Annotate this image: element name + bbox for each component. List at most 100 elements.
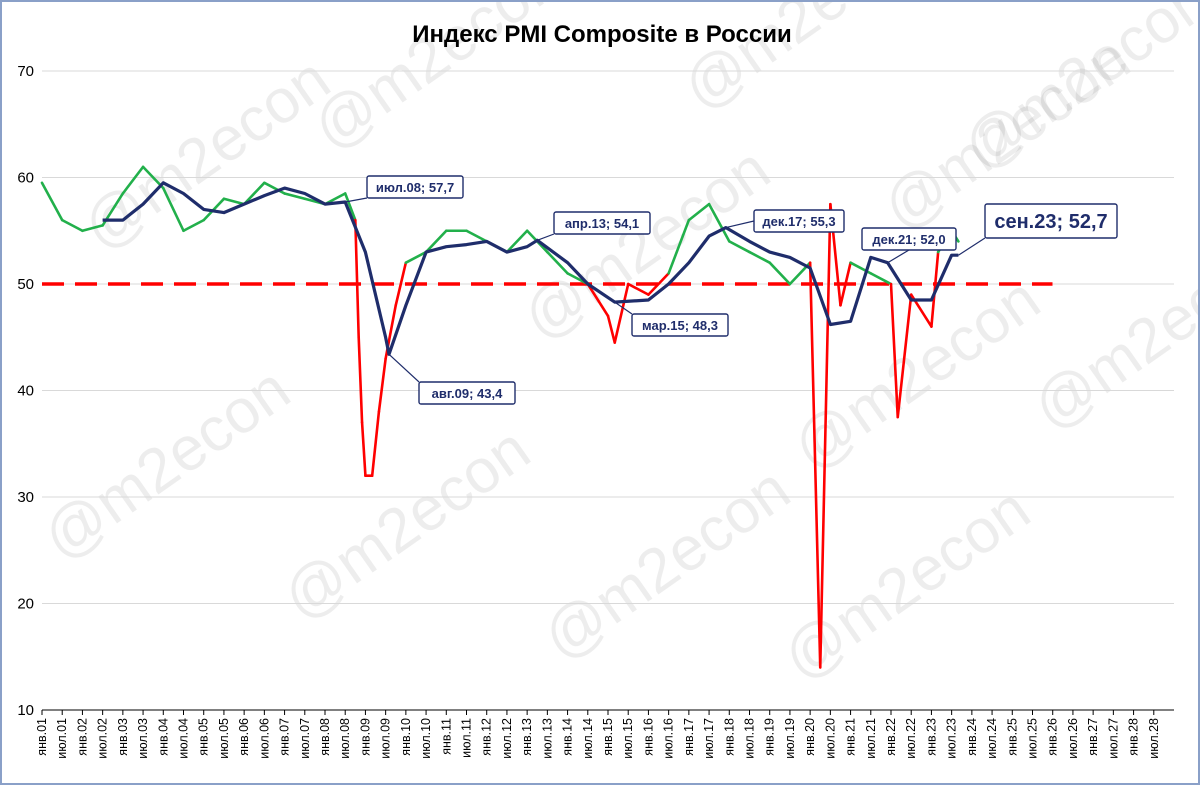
- pmi-monthly-segment: [586, 282, 610, 318]
- pmi-monthly-segment: [687, 202, 711, 222]
- x-tick-label: июл.14: [581, 718, 595, 759]
- pmi-monthly-segment: [808, 261, 822, 669]
- annotation-box: [366, 175, 464, 199]
- x-tick-label: июл.23: [945, 718, 959, 759]
- pmi-monthly-segment: [360, 421, 367, 478]
- pmi-moving-average-line: [102, 181, 959, 356]
- watermark: @m2econ: [770, 474, 1042, 693]
- x-tick-label: июл.02: [96, 718, 110, 759]
- x-tick-label: янв.13: [520, 718, 534, 756]
- pmi-monthly-segment: [283, 192, 307, 201]
- annotation-layer: июл.08; 57,7 авг.09; 43,4 апр.13; 54,1 мар.…: [345, 175, 1118, 405]
- x-tick-label: июл.26: [1066, 718, 1080, 759]
- pmi-monthly-segment: [839, 261, 852, 307]
- x-tick-label: июл.27: [1106, 718, 1120, 759]
- x-tick-label: июл.20: [823, 718, 837, 759]
- x-tick-label: янв.27: [1086, 718, 1100, 756]
- y-tick-label: 10: [17, 702, 34, 719]
- pmi-monthly-segment: [370, 410, 381, 478]
- x-tick-label: июл.12: [500, 718, 514, 759]
- watermark-layer: @m2econ @m2econ@m2econ@m2econ@m2econ@m2ec…: [30, 2, 1198, 693]
- x-tick-label: июл.13: [540, 718, 554, 759]
- x-tick-label: июл.06: [257, 718, 271, 759]
- annotation-label: сен.23; 52,7: [994, 211, 1107, 233]
- pmi-monthly-segment: [896, 293, 913, 419]
- x-tick-label: июл.11: [460, 718, 474, 758]
- annotation-box: [553, 211, 651, 235]
- annotation-label: дек.21; 52,0: [872, 232, 945, 247]
- x-tick-label: июл.17: [702, 718, 716, 759]
- x-tick-label: июл.16: [662, 718, 676, 759]
- pmi-monthly-segment: [818, 202, 832, 669]
- x-tick-label: июл.24: [985, 718, 999, 759]
- x-tick-label: янв.14: [561, 718, 575, 756]
- pmi-monthly-segment: [768, 261, 792, 286]
- grid-lines: [42, 70, 1174, 711]
- x-tick-label: янв.17: [682, 718, 696, 756]
- x-tick-label: июл.18: [743, 718, 757, 759]
- annotation-box: [631, 313, 729, 337]
- y-tick-label: 30: [17, 489, 34, 506]
- y-tick-label: 40: [17, 383, 34, 400]
- pmi-monthly-segment: [465, 229, 489, 243]
- x-tick-label: июл.05: [217, 718, 231, 759]
- x-tick-label: янв.01: [35, 718, 49, 756]
- chart-title: Индекс PMI Composite в России: [412, 21, 791, 48]
- x-tick-label: янв.03: [116, 718, 130, 756]
- pmi-monthly-segment: [354, 218, 360, 339]
- annotation-label: мар.15; 48,3: [642, 318, 718, 333]
- x-tick-label: июл.25: [1026, 718, 1040, 759]
- x-tick-label: янв.05: [197, 718, 211, 756]
- watermark: @m2econ: [950, 2, 1198, 183]
- pmi-monthly-segment: [748, 250, 772, 265]
- x-tick-label: янв.08: [318, 718, 332, 756]
- watermark: @m2econ: [70, 44, 342, 263]
- pmi-monthly-segment: [182, 218, 206, 233]
- watermark: @m2econ: [1020, 224, 1198, 443]
- x-axis: янв.01 июл.01 янв.02 июл.02 янв.03 июл.03 янв.…: [35, 710, 1161, 759]
- pmi-monthly-segment: [606, 314, 617, 344]
- x-tick-label: июл.01: [55, 718, 69, 759]
- y-tick-label: 20: [17, 596, 34, 613]
- x-tick-label: янв.26: [1046, 718, 1060, 756]
- x-tick-label: янв.09: [358, 718, 372, 756]
- annotation-leader: [725, 220, 755, 229]
- watermark: @m2econ: [530, 454, 802, 673]
- annotation-label: апр.13; 54,1: [565, 216, 639, 231]
- pmi-monthly-segment: [242, 181, 266, 206]
- x-tick-label: июл.03: [136, 718, 150, 759]
- pmi-monthly-segment: [394, 261, 408, 307]
- pmi-monthly-segment: [889, 282, 900, 419]
- pmi-monthly-segment: [613, 282, 630, 344]
- annotation-label: дек.17; 55,3: [762, 214, 835, 229]
- x-tick-label: янв.16: [641, 718, 655, 756]
- annotation-box: [753, 209, 845, 233]
- pmi-monthly-segment: [357, 335, 364, 424]
- pmi-monthly-segment: [727, 240, 751, 254]
- x-tick-label: июл.22: [904, 718, 918, 759]
- y-axis: 10 20 30 40 50 60 70: [17, 63, 34, 719]
- x-tick-label: июл.04: [177, 718, 191, 759]
- annotation-label: июл.08; 57,7: [376, 180, 454, 195]
- pmi-monthly-segment: [60, 218, 84, 233]
- annotation-box: [861, 227, 957, 251]
- pmi-monthly-segment: [377, 357, 387, 414]
- x-tick-label: июл.21: [864, 718, 878, 759]
- x-tick-label: янв.23: [924, 718, 938, 756]
- annotation-leader: [887, 249, 910, 264]
- pmi-monthly-segment: [869, 272, 893, 286]
- pmi-monthly-segment: [505, 229, 529, 254]
- pmi-monthly-segment: [404, 250, 428, 265]
- annotation-label: авг.09; 43,4: [432, 386, 503, 401]
- annotation-leader: [614, 301, 633, 315]
- series-layer: [40, 165, 960, 669]
- x-tick-label: июл.08: [338, 718, 352, 759]
- x-tick-label: янв.18: [722, 718, 736, 756]
- y-tick-label: 50: [17, 276, 34, 293]
- pmi-monthly-segment: [222, 197, 246, 206]
- pmi-monthly-segment: [343, 192, 357, 222]
- pmi-monthly-segment: [707, 202, 731, 243]
- watermark: @m2econ: [30, 354, 302, 573]
